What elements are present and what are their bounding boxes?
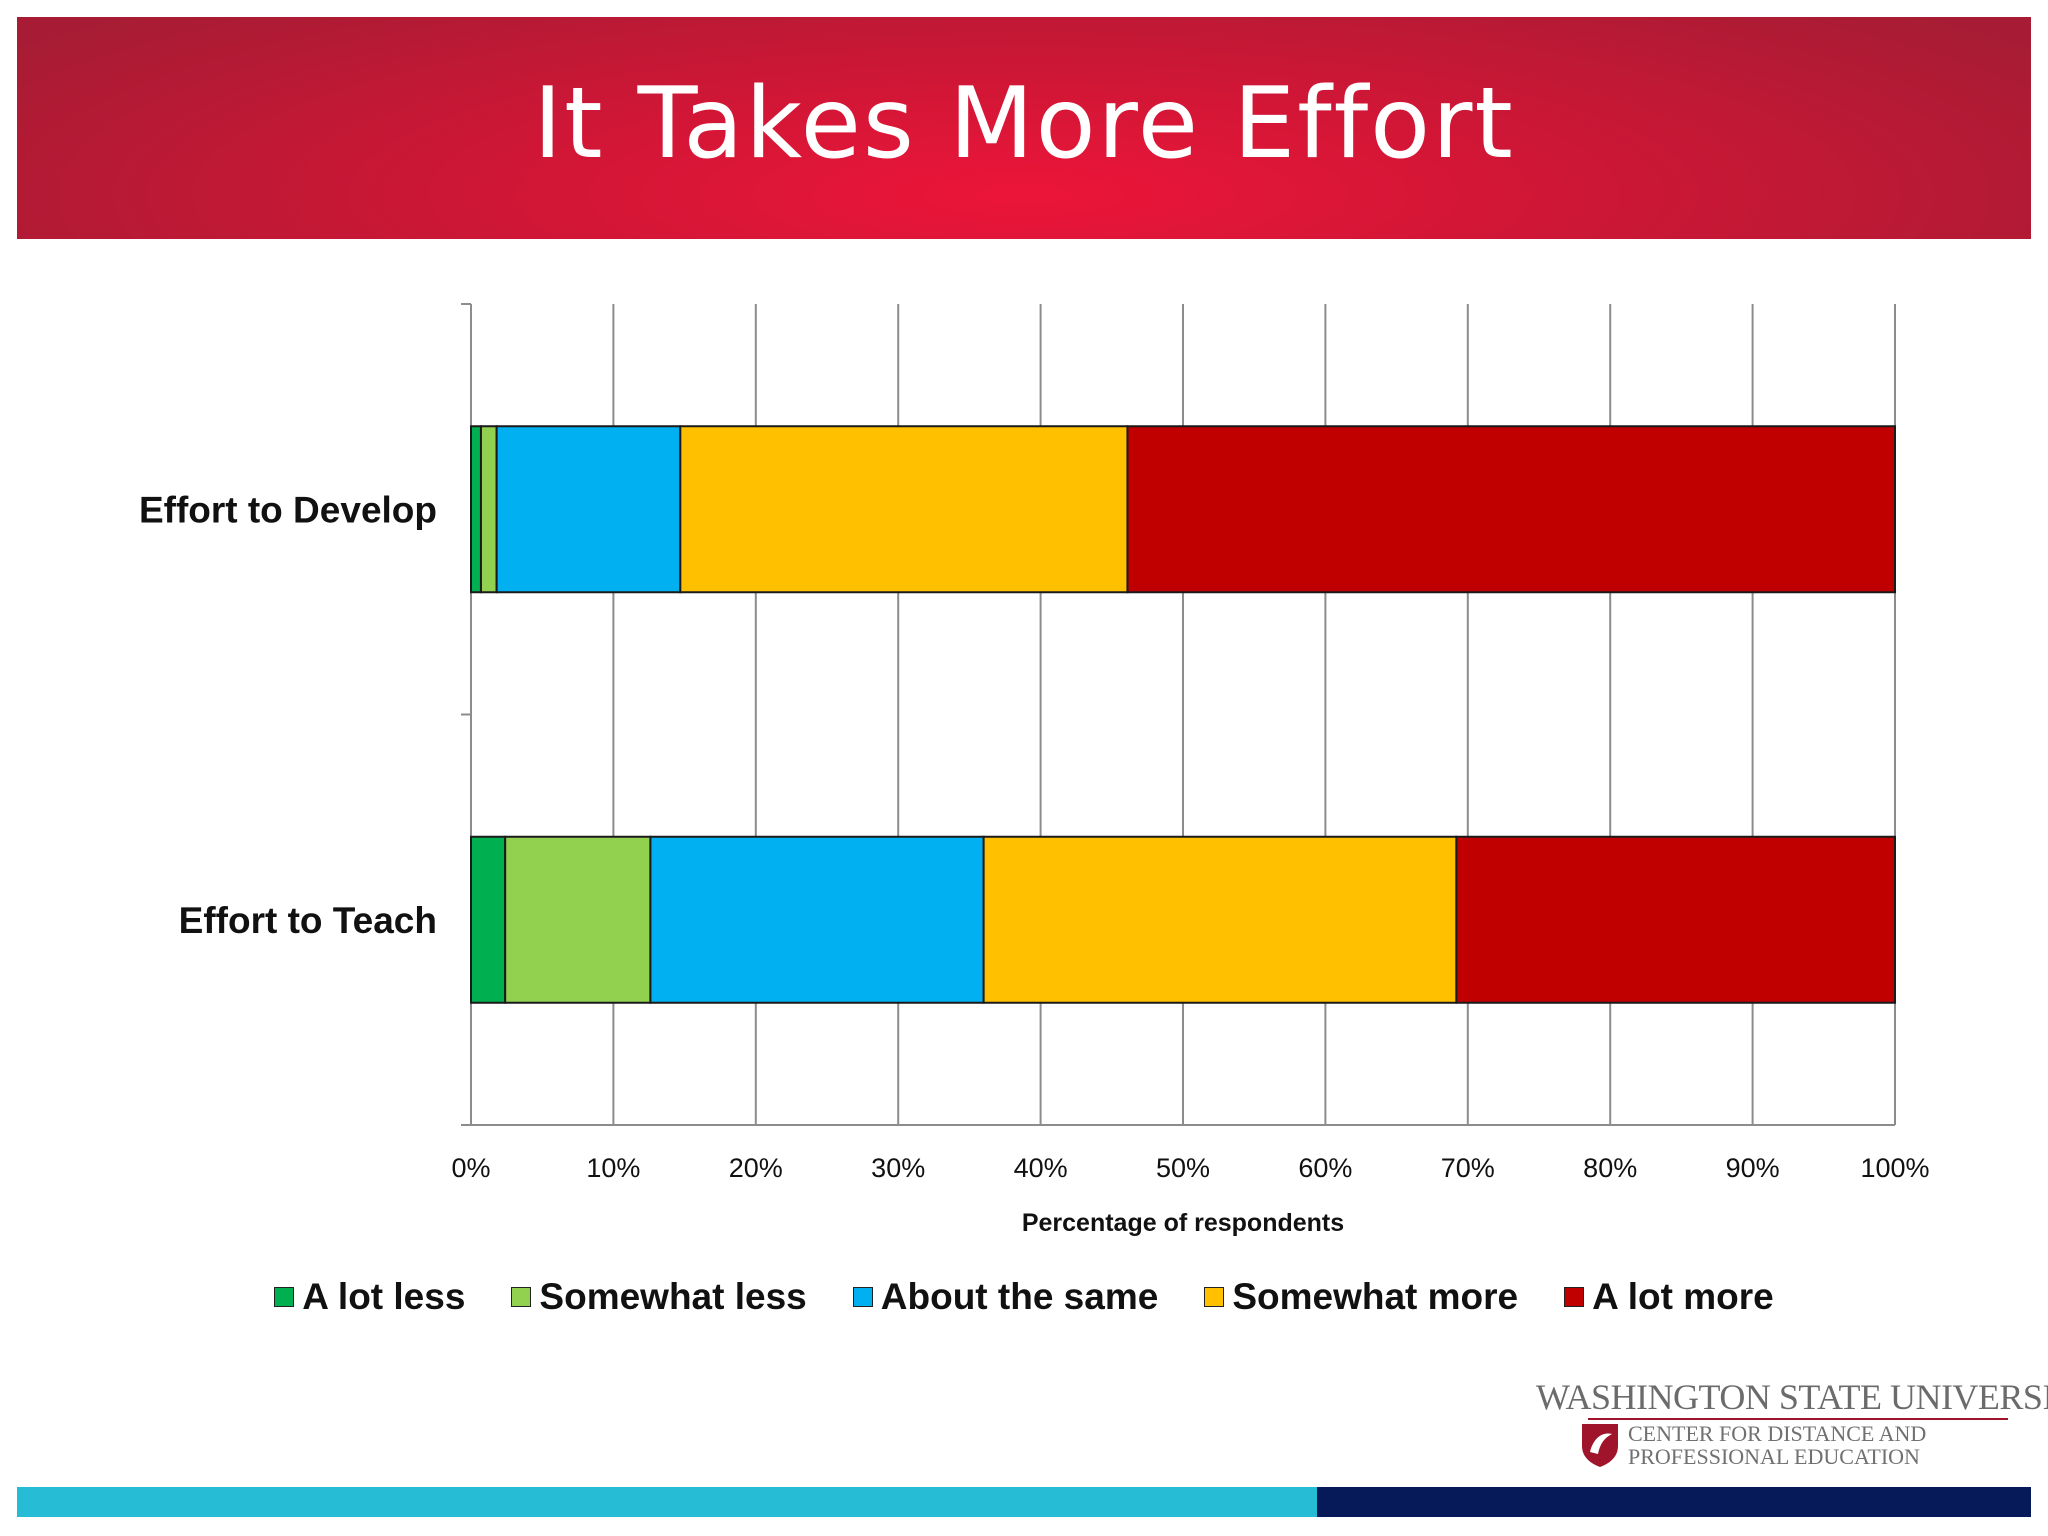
bar-segment [982, 835, 1458, 1004]
legend-item: Somewhat more [1204, 1276, 1518, 1318]
chart-legend: A lot less Somewhat less About the same Som… [0, 1276, 2048, 1318]
x-tick-label: 70% [1441, 1153, 1495, 1183]
wsu-shield-icon [1582, 1424, 1618, 1467]
x-tick-label: 90% [1726, 1153, 1780, 1183]
legend-swatch [1204, 1287, 1225, 1307]
legend-item: Somewhat less [511, 1276, 807, 1318]
legend-label: A lot less [302, 1276, 466, 1317]
legend-label: Somewhat more [1232, 1276, 1519, 1317]
wsu-logo-name: WASHINGTON STATE UNIVERSITY [1536, 1377, 2048, 1417]
legend-label: Somewhat less [539, 1276, 807, 1317]
x-tick-label: 30% [871, 1153, 925, 1183]
bar-segment [504, 835, 652, 1004]
wsu-logo-line1: CENTER FOR DISTANCE AND [1628, 1421, 1927, 1446]
wsu-logo-line2: PROFESSIONAL EDUCATION [1628, 1444, 1920, 1469]
wsu-logo: WASHINGTON STATE UNIVERSITY CENTER FOR D… [1536, 1376, 2048, 1476]
legend-swatch [852, 1287, 873, 1307]
x-tick-label: 60% [1298, 1153, 1352, 1183]
wsu-logo-rule [1588, 1418, 2008, 1420]
wsu-logo-subtitle: CENTER FOR DISTANCE AND PROFESSIONAL EDU… [1628, 1422, 1926, 1468]
bar-segment [679, 425, 1129, 594]
bar-segment [495, 425, 682, 594]
legend-label: About the same [880, 1276, 1159, 1317]
category-label: Effort to Teach [179, 900, 437, 941]
bar-segment [1126, 425, 1896, 594]
legend-item: A lot less [274, 1276, 465, 1318]
bar-segment [470, 835, 507, 1004]
bar-segment [1455, 835, 1896, 1004]
legend-item: About the same [852, 1276, 1159, 1318]
footer-bar-cyan [17, 1487, 1317, 1517]
x-axis-title: Percentage of respondents [1022, 1209, 1344, 1237]
legend-swatch [511, 1287, 532, 1307]
legend-label: A lot more [1592, 1276, 1774, 1317]
x-tick-label: 0% [451, 1153, 490, 1183]
footer-bar-navy [1317, 1487, 2031, 1517]
legend-item: A lot more [1564, 1276, 1774, 1318]
bar-segment [479, 425, 498, 594]
x-tick-label: 40% [1014, 1153, 1068, 1183]
legend-swatch [1564, 1287, 1585, 1307]
bar-segment [470, 425, 482, 594]
x-tick-label: 20% [729, 1153, 783, 1183]
x-tick-label: 100% [1860, 1153, 1929, 1183]
legend-swatch [274, 1287, 295, 1307]
x-tick-label: 80% [1583, 1153, 1637, 1183]
title-banner: It Takes More Effort [17, 17, 2031, 239]
bar-segment [649, 835, 985, 1004]
x-tick-label: 10% [586, 1153, 640, 1183]
category-label: Effort to Develop [139, 489, 437, 530]
x-tick-label: 50% [1156, 1153, 1210, 1183]
stacked-bar-chart: Effort to Develop Effort to Teach 0% 10% 20%… [139, 303, 1930, 1237]
slide-title: It Takes More Effort [533, 67, 1515, 181]
